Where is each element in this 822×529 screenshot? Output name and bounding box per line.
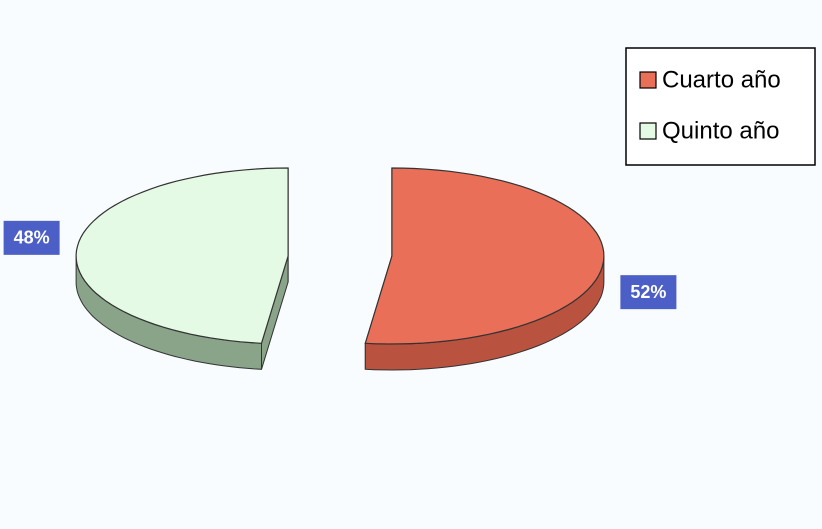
pie-slice — [75, 167, 289, 344]
legend-box — [625, 47, 816, 166]
value-label: 52% — [630, 282, 666, 302]
legend-swatch — [639, 122, 657, 140]
pie-slice — [364, 167, 605, 345]
legend-label: Cuarto año — [662, 66, 781, 93]
value-label-box — [620, 275, 677, 310]
value-label-box — [3, 220, 60, 255]
value-label: 48% — [14, 228, 50, 248]
legend-label: Quinto año — [662, 117, 779, 144]
legend-swatch — [639, 71, 657, 89]
